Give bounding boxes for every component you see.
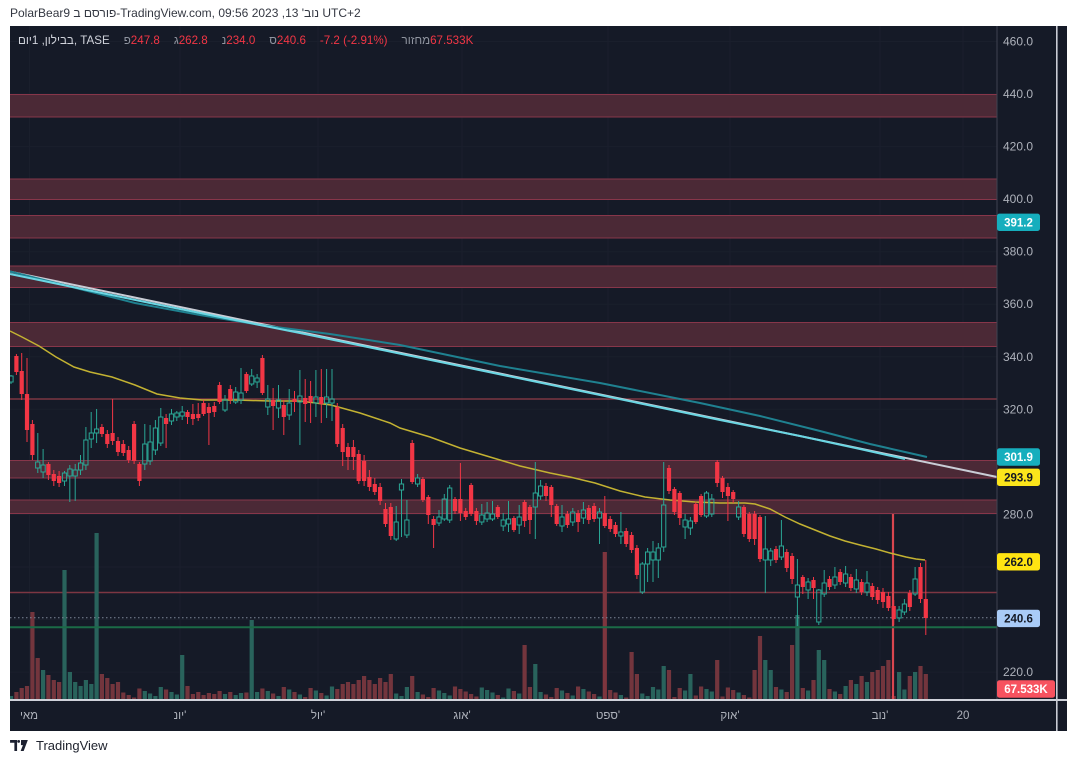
svg-text:360.0: 360.0 <box>1003 297 1033 311</box>
svg-text:320.0: 320.0 <box>1003 402 1033 416</box>
svg-text:293.9: 293.9 <box>1004 472 1033 484</box>
svg-text:יול': יול' <box>311 709 325 722</box>
svg-text:מאי: מאי <box>20 710 38 722</box>
svg-text:391.2: 391.2 <box>1004 217 1033 229</box>
svg-text:67.533K: 67.533K <box>1004 684 1048 696</box>
svg-text:ספט': ספט' <box>596 710 620 722</box>
svg-text:נוב': נוב' <box>872 710 889 722</box>
svg-text:262.0: 262.0 <box>1004 557 1033 569</box>
svg-text:440.0: 440.0 <box>1003 87 1033 101</box>
svg-text:420.0: 420.0 <box>1003 140 1033 154</box>
svg-text:240.6: 240.6 <box>1004 613 1033 625</box>
svg-text:אוג': אוג' <box>453 710 470 722</box>
svg-text:301.9: 301.9 <box>1004 452 1033 464</box>
svg-text:400.0: 400.0 <box>1003 192 1033 206</box>
svg-text:280.0: 280.0 <box>1003 508 1033 522</box>
svg-text:340.0: 340.0 <box>1003 350 1033 364</box>
svg-text:20: 20 <box>957 710 970 722</box>
svg-text:380.0: 380.0 <box>1003 245 1033 259</box>
svg-text:460.0: 460.0 <box>1003 35 1033 49</box>
svg-text:יונ': יונ' <box>174 710 187 722</box>
svg-text:220.0: 220.0 <box>1003 665 1033 679</box>
svg-text:אוק': אוק' <box>720 710 739 722</box>
